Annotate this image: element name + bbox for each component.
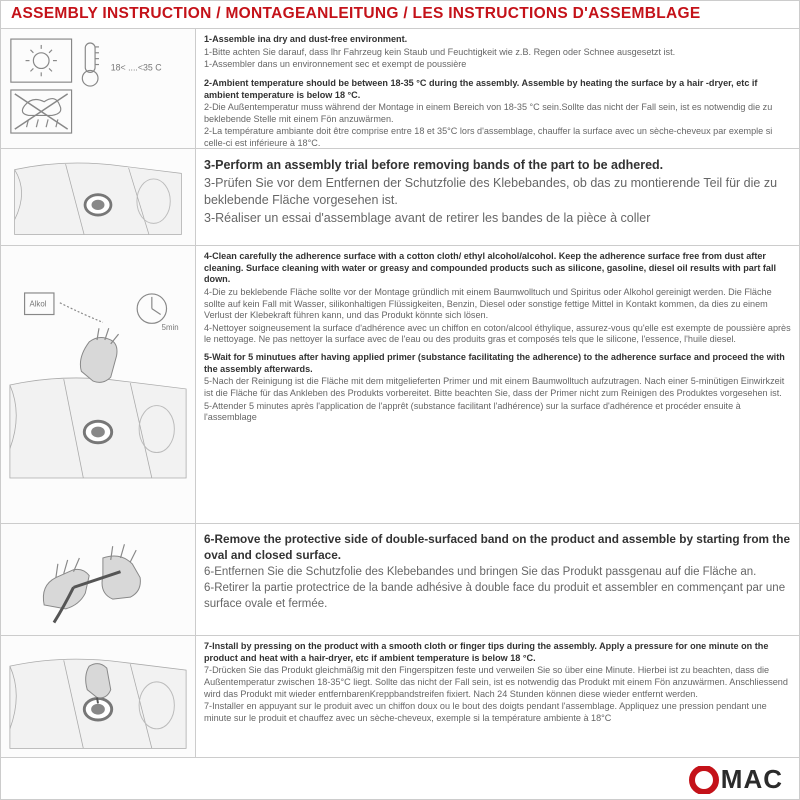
illustration-1: 18< ....<35 C bbox=[1, 29, 196, 148]
page-title: ASSEMBLY INSTRUCTION / MONTAGEANLEITUNG … bbox=[11, 5, 789, 23]
step-7-fr: 7-Installer en appuyant sur le produit a… bbox=[204, 701, 791, 724]
brand-letter-m: M bbox=[721, 764, 742, 795]
step-4-fr: 4-Nettoyer soigneusement la surface d'ad… bbox=[204, 323, 791, 346]
instruction-text-2: 3-Perform an assembly trial before remov… bbox=[196, 149, 799, 245]
step-7-de: 7-Drücken Sie das Produkt gleichmäßig mi… bbox=[204, 665, 791, 700]
instruction-row-2: 3-Perform an assembly trial before remov… bbox=[1, 149, 799, 246]
step-6-en: 6-Remove the protective side of double-s… bbox=[204, 532, 791, 564]
page-container: ASSEMBLY INSTRUCTION / MONTAGEANLEITUNG … bbox=[0, 0, 800, 800]
step-4-de: 4-Die zu beklebende Fläche sollte vor de… bbox=[204, 287, 791, 322]
step-5-en: 5-Wait for 5 minutues after having appli… bbox=[204, 352, 791, 375]
step-7-en: 7-Install by pressing on the product wit… bbox=[204, 641, 791, 664]
step-2-de: 2-Die Außentemperatur muss während der M… bbox=[204, 102, 791, 125]
step-5-fr: 5-Attender 5 minutes après l'application… bbox=[204, 401, 791, 424]
illustration-4 bbox=[1, 524, 196, 635]
instruction-text-1: 1-Assemble ina dry and dust-free environ… bbox=[196, 29, 799, 148]
step-4-en: 4-Clean carefully the adherence surface … bbox=[204, 251, 791, 286]
step-1-de: 1-Bitte achten Sie darauf, dass lhr Fahr… bbox=[204, 47, 791, 59]
step-1-fr: 1-Assembler dans un environnement sec et… bbox=[204, 59, 791, 71]
brand-o-icon bbox=[689, 766, 719, 794]
brand-letter-a: A bbox=[743, 764, 761, 795]
step-3-fr: 3-Réaliser un essai d'assemblage avant d… bbox=[204, 210, 791, 227]
footer-bar: M A C bbox=[1, 758, 799, 799]
svg-text:Alkol: Alkol bbox=[29, 299, 46, 308]
step-6-fr: 6-Retirer la partie protectrice de la ba… bbox=[204, 581, 791, 612]
instruction-row-4: 6-Remove the protective side of double-s… bbox=[1, 524, 799, 636]
instruction-text-4: 6-Remove the protective side of double-s… bbox=[196, 524, 799, 635]
illustration-5 bbox=[1, 636, 196, 757]
illustration-2 bbox=[1, 149, 196, 245]
brand-letter-c: C bbox=[763, 764, 781, 795]
instruction-row-1: 18< ....<35 C 1-Assemble ina dry and dus… bbox=[1, 29, 799, 149]
instruction-text-5: 7-Install by pressing on the product wit… bbox=[196, 636, 799, 757]
step-2-en: 2-Ambient temperature should be between … bbox=[204, 78, 791, 101]
instruction-row-3: Alkol 5min 4-Clea bbox=[1, 246, 799, 524]
step-3-de: 3-Prüfen Sie vor dem Entfernen der Schut… bbox=[204, 175, 791, 209]
step-3-en: 3-Perform an assembly trial before remov… bbox=[204, 157, 791, 174]
brand-logo: M A C bbox=[689, 764, 781, 795]
instruction-text-3: 4-Clean carefully the adherence surface … bbox=[196, 246, 799, 523]
step-6-de: 6-Entfernen Sie die Schutzfolie des Kleb… bbox=[204, 565, 791, 581]
step-1-en: 1-Assemble ina dry and dust-free environ… bbox=[204, 34, 791, 46]
header-bar: ASSEMBLY INSTRUCTION / MONTAGEANLEITUNG … bbox=[1, 1, 799, 29]
illustration-3: Alkol 5min bbox=[1, 246, 196, 523]
svg-text:5min: 5min bbox=[162, 323, 179, 332]
step-5-de: 5-Nach der Reinigung ist die Fläche mit … bbox=[204, 376, 791, 399]
instruction-row-5: 7-Install by pressing on the product wit… bbox=[1, 636, 799, 758]
step-2-fr: 2-La température ambiante doit être comp… bbox=[204, 126, 791, 149]
temp-range-label: 18< ....<35 C bbox=[111, 62, 163, 72]
